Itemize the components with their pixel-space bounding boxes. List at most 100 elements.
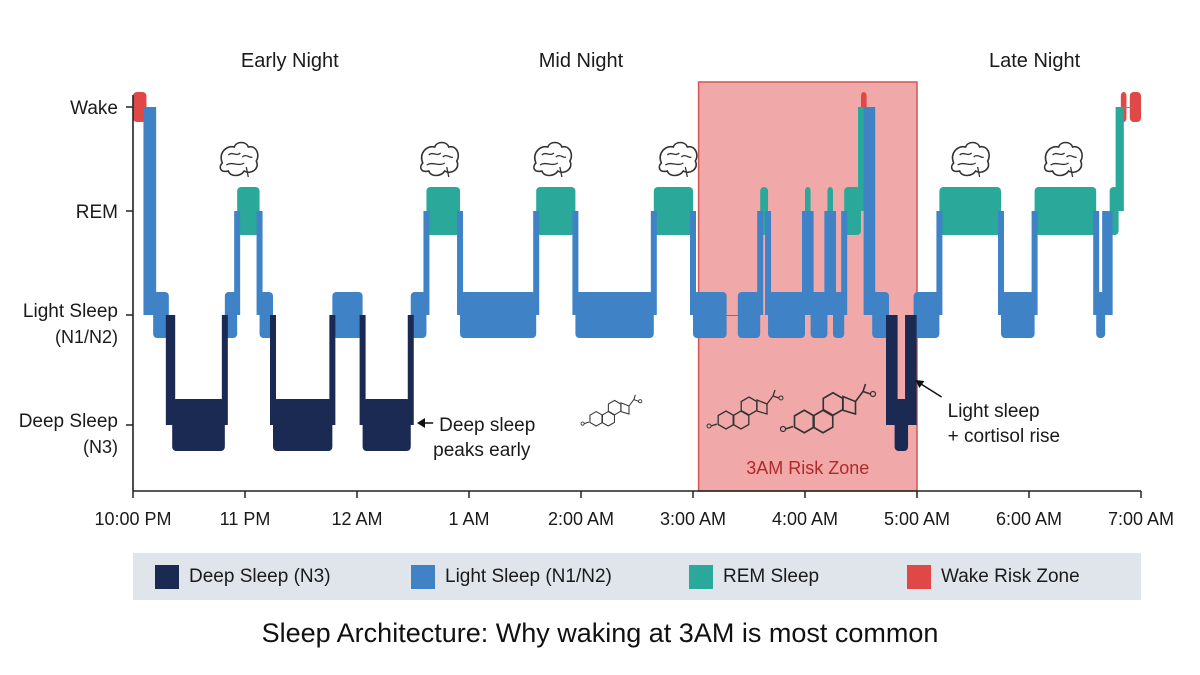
molecule-oxygen: [638, 399, 643, 404]
hypnogram-transition: [905, 315, 917, 425]
legend-swatch-light: [411, 565, 435, 589]
hypnogram-segment-light: [810, 292, 828, 338]
brain-outline: [219, 141, 259, 177]
hypnogram-transition: [1115, 107, 1124, 211]
legend-swatch-wake: [907, 565, 931, 589]
molecule-ring: [756, 399, 768, 415]
hypnogram-segment-light: [872, 292, 889, 338]
brain-outline: [1043, 141, 1083, 177]
hypnogram-segment-rem: [844, 187, 861, 235]
hypnogram-transition: [802, 211, 808, 315]
hypnogram-transition: [143, 107, 157, 315]
hypnogram-transition: [533, 211, 540, 315]
risk-zone-label: 3AM Risk Zone: [746, 458, 869, 478]
hypnogram-segment-light: [1001, 292, 1035, 338]
x-tick-label: 10:00 PM: [94, 509, 171, 529]
x-tick-label: 6:00 AM: [996, 509, 1062, 529]
hypnogram-transition: [1031, 211, 1038, 315]
legend-swatch-deep: [155, 565, 179, 589]
legend-swatch-rem: [689, 565, 713, 589]
brain-outline: [419, 141, 460, 177]
hypnogram-segment-light: [153, 292, 169, 338]
steroid-molecule-icon: [706, 389, 784, 430]
brain-folds: [957, 152, 985, 178]
hypnogram-transition: [650, 211, 657, 315]
hypnogram-segment-light: [913, 292, 940, 338]
x-tick-label: 4:00 AM: [772, 509, 838, 529]
hypnogram-transition: [858, 107, 864, 211]
hypnogram-segment-light: [768, 292, 805, 338]
section-label: Late Night: [989, 50, 1081, 72]
hypnogram-segment-deep: [172, 399, 225, 451]
molecule-oxygen: [869, 390, 877, 398]
y-tick-label: Light Sleep: [23, 301, 118, 322]
annotation-arrow-head: [417, 418, 425, 428]
brain-folds: [664, 152, 692, 178]
x-tick-label: 5:00 AM: [884, 509, 950, 529]
brain-icon: [419, 141, 460, 178]
hypnogram-segment-deep: [362, 399, 411, 451]
hypnogram-transition: [757, 211, 764, 315]
hypnogram-segment-rem: [653, 187, 693, 235]
hypnogram-transition: [165, 315, 176, 425]
hypnogram-transition: [723, 315, 741, 316]
brain-outline: [658, 141, 698, 177]
brain-icon: [950, 141, 990, 178]
hypnogram-segment-deep: [894, 399, 909, 451]
x-tick-label: 7:00 AM: [1108, 509, 1174, 529]
hypnogram-transition: [234, 211, 241, 315]
brain-folds: [1050, 152, 1078, 178]
brain-icon: [658, 141, 698, 178]
legend-item-rem: REM Sleep: [689, 565, 819, 589]
brain-outline: [950, 141, 990, 177]
molecule-oxygen: [580, 421, 585, 426]
hypnogram-transition: [572, 211, 579, 315]
hypnogram-segment-light: [460, 292, 537, 338]
annotation-text: Deep sleep: [439, 415, 535, 436]
molecule-bonds: [785, 383, 871, 430]
brain-icon: [533, 141, 573, 178]
legend-label-wake: Wake Risk Zone: [941, 566, 1080, 587]
molecule-oxygen: [779, 425, 787, 433]
hypnogram-transition: [830, 211, 836, 315]
hypnogram-segment-light: [259, 292, 273, 338]
x-tick-label: 11 PM: [220, 509, 271, 529]
hypnogram-transition: [886, 315, 898, 425]
legend-label-light: Light Sleep (N1/N2): [445, 566, 612, 587]
legend-label-rem: REM Sleep: [723, 566, 820, 587]
hypnogram-segment-rem: [1034, 187, 1097, 235]
brain-outline: [533, 141, 573, 177]
section-label: Early Night: [241, 50, 339, 72]
molecule-ring: [589, 410, 603, 427]
molecule-bonds: [584, 394, 639, 425]
y-tick-label: REM: [76, 202, 118, 223]
hypnogram-transition: [824, 211, 831, 315]
hypnogram-segment-rem: [237, 187, 260, 235]
molecule-oxygen: [778, 395, 784, 401]
hypnogram-transition: [270, 315, 276, 425]
legend-item-light: Light Sleep (N1/N2): [411, 565, 612, 589]
steroid-molecule-icon: [580, 394, 643, 427]
annotation-arrow-head: [915, 380, 925, 388]
molecule-ring: [620, 402, 630, 415]
legend-item-deep: Deep Sleep (N3): [155, 565, 331, 589]
hypnogram-segment-light: [737, 292, 761, 338]
hypnogram-transition: [998, 211, 1004, 315]
hypnogram-segment-rem: [426, 187, 461, 235]
x-tick-label: 2:00 AM: [548, 509, 614, 529]
hypnogram-segment-wake: [133, 92, 147, 122]
hypnogram-transition: [457, 211, 464, 315]
hypnogram-transition: [329, 315, 336, 425]
hypnogram-transition: [807, 211, 814, 315]
hypnogram-segment-wake: [1129, 92, 1141, 122]
section-label: Mid Night: [539, 50, 624, 72]
hypnogram-segment-light: [332, 292, 363, 338]
y-tick-label: Wake: [70, 98, 118, 119]
molecule-bonds: [710, 389, 780, 427]
annotation-text: + cortisol rise: [948, 426, 1060, 447]
x-tick-label: 12 AM: [331, 509, 382, 529]
steroid-molecule-icon: [779, 383, 877, 434]
brain-folds: [225, 152, 253, 178]
hypnogram-segment-light: [693, 292, 727, 338]
